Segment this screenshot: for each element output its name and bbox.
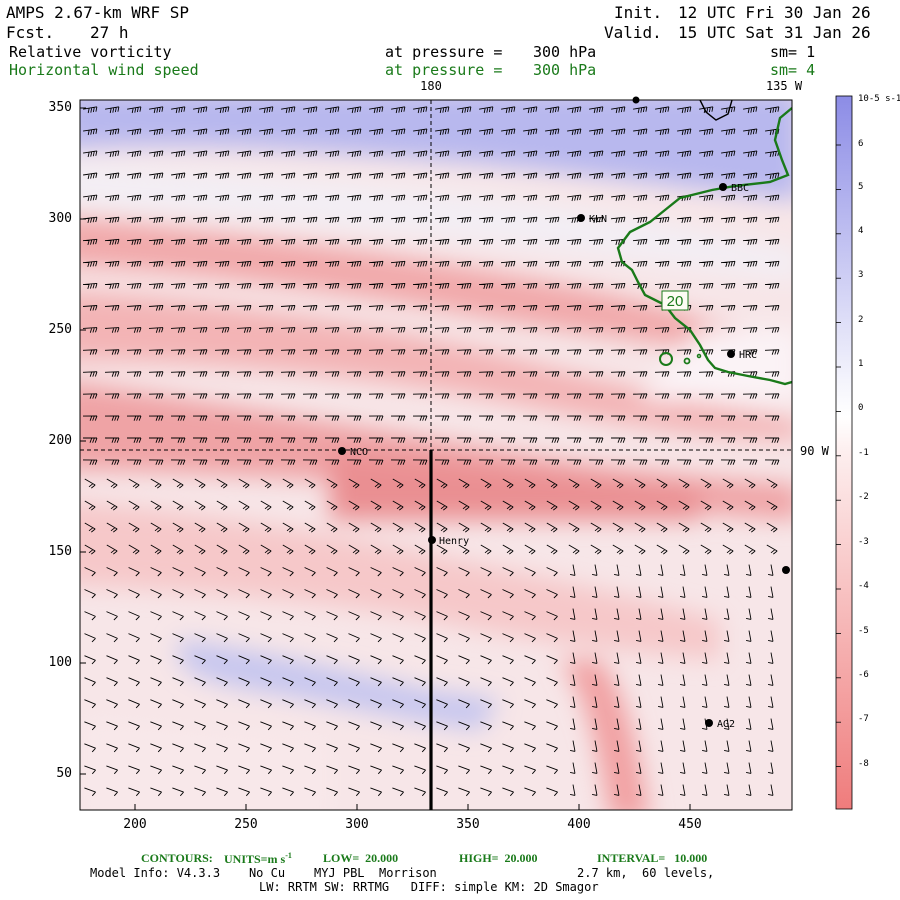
field-1-smoothing: sm= 1 — [770, 43, 816, 61]
model-title: AMPS 2.67-km WRF SP — [6, 3, 190, 22]
field-2-name: Horizontal wind speed — [9, 61, 199, 79]
contours-high: HIGH= 20.000 — [459, 851, 538, 865]
forecast-hour: 27 h — [90, 23, 129, 42]
contours-interval: INTERVAL= 10.000 — [597, 851, 708, 865]
station-bbc-marker — [719, 183, 727, 191]
cb-tick-neg8: -8 — [858, 759, 869, 769]
station-top-marker — [632, 96, 640, 104]
coastline — [616, 100, 792, 386]
meridian-label-180: 180 — [420, 79, 442, 93]
stations: BBC KLN HRC NCO Henry AG2 — [338, 96, 790, 730]
y-tick-250: 250 — [48, 322, 72, 337]
cb-tick-neg1: -1 — [858, 448, 869, 458]
field-1-name: Relative vorticity — [9, 43, 172, 61]
meridian-label-90w: 90 W — [800, 444, 830, 458]
y-tick-50: 50 — [56, 766, 72, 781]
station-nco-marker — [338, 447, 346, 455]
valid-label: Valid. — [604, 23, 662, 42]
contours-units: UNITS=m s-1 — [224, 851, 292, 866]
contours-low: LOW= 20.000 — [323, 851, 399, 865]
cb-tick-0: 0 — [858, 403, 864, 413]
colorbar — [835, 95, 853, 810]
y-tick-200: 200 — [48, 433, 72, 448]
field-2-pressure-value: 300 hPa — [533, 61, 597, 79]
contour-label-box — [661, 290, 689, 311]
cb-tick-3: 3 — [858, 270, 864, 280]
wind-barbs — [82, 106, 780, 797]
station-kln-marker — [577, 214, 585, 222]
station-hrc-marker — [727, 350, 735, 358]
field-1-pressure-text: at pressure = — [385, 43, 503, 61]
station-henry-label: Henry — [439, 536, 469, 547]
station-edge-marker — [782, 566, 790, 574]
x-tick-250: 250 — [234, 817, 258, 832]
x-tick-450: 450 — [678, 817, 702, 832]
y-tick-350: 350 — [48, 100, 72, 115]
init-time: 12 UTC Fri 30 Jan 26 — [678, 3, 871, 22]
grid-info: 2.7 km, 60 levels, — [577, 866, 715, 880]
axis-ticks — [80, 107, 691, 810]
model-info: Model Info: V4.3.3 No Cu MYJ PBL Morriso… — [90, 866, 437, 880]
field-2-smoothing: sm= 4 — [770, 61, 816, 79]
station-bbc-label: BBC — [731, 183, 749, 194]
cb-tick-2: 2 — [858, 315, 864, 325]
y-tick-150: 150 — [48, 544, 72, 559]
cb-tick-neg7: -7 — [858, 714, 869, 724]
field-1-pressure-value: 300 hPa — [533, 43, 597, 61]
x-tick-200: 200 — [123, 817, 147, 832]
y-tick-100: 100 — [48, 655, 72, 670]
x-tick-400: 400 — [567, 817, 591, 832]
station-ag2-label: AG2 — [717, 719, 735, 730]
colorbar-units: 10-5 s-1 — [858, 94, 900, 104]
valid-time: 15 UTC Sat 31 Jan 26 — [678, 23, 871, 42]
cb-tick-neg3: -3 — [858, 537, 869, 547]
plot-frame — [79, 99, 793, 811]
cb-tick-1: 1 — [858, 359, 864, 369]
x-tick-300: 300 — [345, 817, 369, 832]
station-henry-marker — [428, 536, 436, 544]
cb-tick-neg2: -2 — [858, 492, 869, 502]
field-2-pressure-text: at pressure = — [385, 61, 503, 79]
contour-label: 20 — [667, 293, 684, 310]
x-tick-350: 350 — [456, 817, 480, 832]
cb-tick-neg5: -5 — [858, 626, 869, 636]
station-kln-label: KLN — [589, 214, 607, 225]
cb-tick-neg6: -6 — [858, 670, 869, 680]
station-hrc-label: HRC — [739, 350, 757, 361]
init-label: Init. — [614, 3, 663, 22]
cb-tick-4: 4 — [858, 226, 864, 236]
meridian-label-135w: 135 W — [766, 79, 803, 93]
cb-tick-5: 5 — [858, 182, 864, 192]
forecast-label: Fcst. — [6, 23, 55, 42]
cb-tick-neg4: -4 — [858, 581, 869, 591]
wind-barb-glyphs — [82, 106, 780, 797]
cb-tick-6: 6 — [858, 139, 864, 149]
physics-info: LW: RRTM SW: RRTMG DIFF: simple KM: 2D S… — [259, 880, 599, 894]
station-ag2-marker — [705, 719, 713, 727]
station-nco-label: NCO — [350, 447, 368, 458]
contours-label: CONTOURS: — [141, 851, 213, 865]
y-tick-300: 300 — [48, 211, 72, 226]
